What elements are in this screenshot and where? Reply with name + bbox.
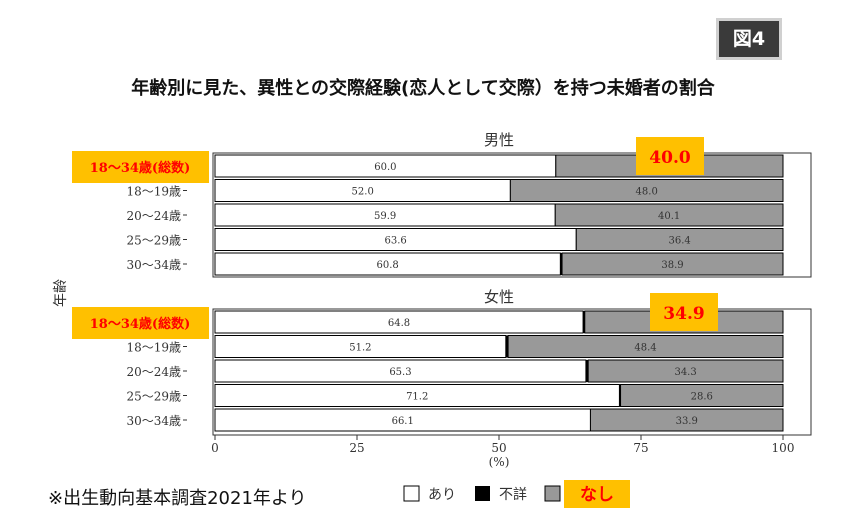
figure-label: 図4 <box>716 18 782 60</box>
highlight-total-label <box>72 307 209 339</box>
bar-fusho <box>585 360 589 382</box>
legend-swatch-nashi <box>544 485 561 502</box>
y-tick-label: 30〜34歳 <box>126 258 181 272</box>
data-label-nashi: 38.9 <box>661 260 683 271</box>
data-label-nashi: 48.0 <box>636 187 658 198</box>
bar-ari <box>214 310 584 334</box>
y-tick-label: 20〜24歳 <box>126 209 181 223</box>
x-tick-label: 0 <box>211 441 219 455</box>
y-axis-label: 年齢 <box>53 279 69 307</box>
bar-nashi <box>620 384 784 407</box>
x-tick-label: 50 <box>491 441 506 455</box>
y-tick-label: 20〜24歳 <box>126 365 181 379</box>
data-label-nashi: 33.9 <box>676 416 698 427</box>
legend-label-nashi: なし <box>580 485 614 505</box>
x-tick-label: 100 <box>772 441 795 455</box>
data-label-ari: 59.9 <box>374 211 396 222</box>
x-tick-label: 25 <box>349 441 364 455</box>
bar-nashi <box>575 228 784 251</box>
data-label-ari: 52.0 <box>352 187 374 198</box>
panel-title: 男性 <box>484 131 514 149</box>
y-tick-label: 25〜29歳 <box>126 390 181 404</box>
data-label-ari: 60.0 <box>374 162 396 173</box>
highlight-total-label <box>72 151 209 183</box>
legend-swatch-ari <box>403 485 420 502</box>
chart-title: 年齢別に見た、異性との交際経験(恋人として交際）を持つ未婚者の割合 <box>131 78 715 99</box>
data-label-nashi: 40.1 <box>658 211 680 222</box>
data-label-ari: 65.3 <box>389 367 411 378</box>
highlight-value-box <box>650 293 718 331</box>
panel-title: 女性 <box>484 288 514 306</box>
data-label-ari: 71.2 <box>406 392 428 403</box>
source-note: ※出生動向基本調査2021年より <box>48 488 307 509</box>
bar-fusho <box>583 311 585 333</box>
bar-fusho <box>505 335 509 358</box>
highlight-total-text: 18〜34歳(総数) <box>90 160 190 176</box>
highlight-value-text: 34.9 <box>663 304 704 324</box>
legend-swatch-fusho <box>475 486 490 501</box>
panel-frame <box>212 308 812 436</box>
legend-label-fusho: 不詳 <box>499 487 527 503</box>
bar-nashi <box>509 179 784 202</box>
data-label-ari: 60.8 <box>377 260 399 271</box>
data-label-nashi: 36.4 <box>668 236 690 247</box>
x-tick-label: 75 <box>633 441 648 455</box>
y-tick-label: 18〜19歳 <box>126 341 181 355</box>
highlight-total-text: 18〜34歳(総数) <box>90 316 190 332</box>
bar-nashi <box>507 335 784 358</box>
x-axis-label: (%) <box>489 455 510 469</box>
bar-nashi <box>587 359 784 383</box>
y-tick-label: 25〜29歳 <box>126 234 181 248</box>
y-tick-label: 30〜34歳 <box>126 414 181 428</box>
bar-nashi <box>589 408 784 432</box>
data-label-ari: 66.1 <box>392 416 414 427</box>
legend-label-ari: あり <box>428 487 456 503</box>
bar-nashi <box>554 203 784 227</box>
bar-fusho <box>619 384 621 407</box>
data-label-ari: 64.8 <box>388 318 410 329</box>
data-label-nashi: 28.6 <box>691 392 713 403</box>
data-label-ari: 51.2 <box>349 343 371 354</box>
data-label-nashi: 34.3 <box>674 367 696 378</box>
bar-nashi <box>561 252 784 276</box>
highlight-value-text: 40.0 <box>649 148 691 168</box>
data-label-nashi: 48.4 <box>634 343 656 354</box>
panel-frame <box>212 152 812 278</box>
highlight-value-box <box>636 137 704 175</box>
legend-highlight-nashi <box>564 480 630 508</box>
data-label-ari: 63.6 <box>384 236 406 247</box>
y-tick-label: 18〜19歳 <box>126 185 181 199</box>
bar-fusho <box>560 253 563 275</box>
